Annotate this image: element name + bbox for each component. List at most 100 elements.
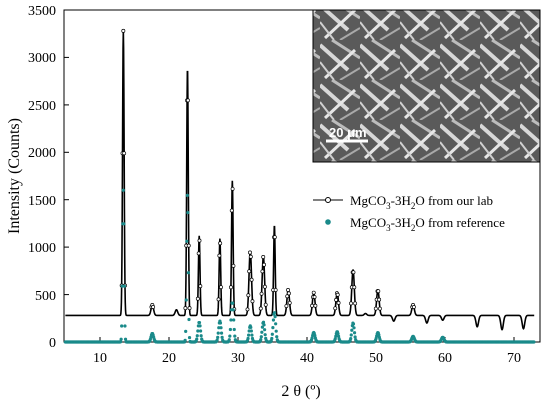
data-point [118, 340, 123, 344]
data-point [227, 338, 231, 342]
data-point [351, 270, 356, 275]
data-point [184, 329, 188, 333]
y-tick-labels: 0 500 1000 1500 2000 2500 3000 3500 [28, 4, 56, 351]
y-tick-label: 1000 [28, 241, 56, 256]
data-point [310, 336, 314, 340]
data-point [183, 338, 187, 342]
data-point [196, 329, 200, 333]
data-point [186, 271, 191, 275]
legend-entry-our-lab: MgCO3-3H2O from our lab [313, 193, 493, 211]
data-point [245, 307, 250, 312]
data-point [284, 304, 289, 308]
data-point [311, 290, 316, 295]
data-point [259, 338, 263, 342]
data-point [259, 335, 263, 339]
data-point [335, 292, 340, 297]
data-point [249, 325, 253, 329]
sem-inset: 20 μm [312, 9, 541, 163]
data-point [199, 334, 203, 338]
y-tick-label: 3000 [28, 51, 56, 66]
data-point [186, 243, 191, 248]
data-point [272, 235, 277, 240]
data-point [350, 328, 354, 332]
legend: MgCO3-3H2O from our lab MgCO3-3H2O from … [313, 193, 505, 233]
data-point [185, 98, 190, 103]
data-point [122, 151, 127, 156]
sem-image [312, 9, 541, 163]
x-tick-label: 70 [507, 351, 521, 366]
data-point [334, 297, 339, 302]
data-point [411, 305, 416, 309]
data-point [273, 315, 277, 319]
data-point [271, 318, 276, 322]
data-point [151, 305, 156, 309]
data-point [195, 337, 199, 341]
data-point [185, 239, 189, 243]
data-point [262, 323, 266, 327]
data-point [261, 320, 266, 324]
legend-label-reference: MgCO3-3H2O from reference [350, 215, 505, 233]
data-point [376, 289, 381, 294]
data-point [121, 28, 126, 33]
data-point [231, 263, 236, 268]
y-tick-label: 3500 [28, 4, 56, 19]
series-our-lab [65, 28, 535, 331]
data-point [313, 303, 318, 308]
data-point [216, 297, 221, 302]
x-tick-label: 50 [369, 351, 383, 366]
y-tick-label: 1500 [28, 194, 56, 209]
y-axis-title: Intensity (Counts) [6, 118, 23, 234]
data-point [263, 302, 268, 307]
data-point [198, 324, 202, 328]
data-point [216, 331, 220, 335]
data-point [184, 298, 188, 302]
y-tick-label: 2500 [28, 99, 56, 114]
data-point [310, 303, 315, 308]
data-point [246, 336, 250, 341]
data-point [377, 333, 381, 337]
data-point [230, 186, 235, 191]
data-point [312, 295, 317, 299]
data-point [272, 311, 277, 315]
data-point [198, 329, 203, 333]
data-point [231, 308, 235, 312]
data-point [352, 285, 357, 290]
data-point [228, 334, 232, 338]
data-point [120, 284, 124, 288]
x-tick-label: 20 [162, 351, 176, 366]
data-point [270, 336, 274, 341]
data-point [219, 331, 224, 335]
data-point [195, 334, 199, 338]
data-point [250, 299, 255, 304]
data-point [247, 269, 252, 274]
data-point [373, 306, 378, 311]
data-point [259, 291, 264, 296]
x-axis-title: 2 θ (º) [281, 383, 320, 400]
data-point [215, 338, 219, 342]
data-point [197, 320, 202, 325]
data-point [185, 193, 189, 197]
x-tick-label: 60 [438, 351, 452, 366]
data-point [270, 332, 274, 336]
data-point [220, 335, 224, 340]
data-point [334, 334, 338, 338]
data-point [336, 331, 340, 336]
legend-label-our-lab: MgCO3-3H2O from our lab [350, 193, 493, 211]
data-point [286, 291, 291, 296]
data-point [219, 285, 223, 290]
data-point [231, 301, 235, 305]
x-tick-labels: 10 20 30 40 50 60 70 [93, 351, 521, 366]
data-point [351, 322, 356, 326]
data-point [262, 284, 267, 289]
data-point [232, 327, 236, 332]
data-point [263, 333, 267, 337]
x-tick-label: 40 [300, 351, 314, 366]
data-point [187, 306, 192, 311]
data-point [271, 326, 275, 330]
data-point [196, 251, 201, 256]
data-point [187, 317, 191, 322]
data-point [246, 293, 251, 298]
data-point [123, 324, 127, 328]
data-point [336, 300, 341, 305]
